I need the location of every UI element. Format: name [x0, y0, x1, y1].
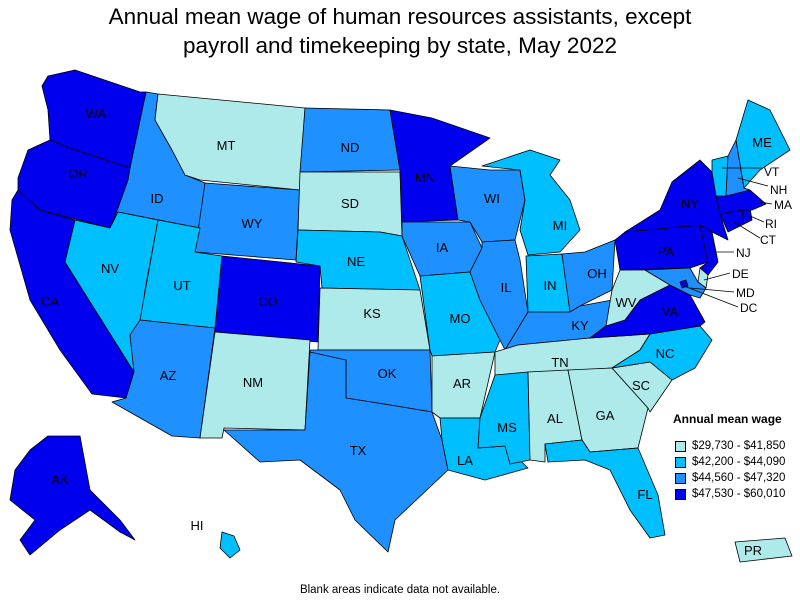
label-ct: CT: [760, 233, 777, 247]
state-hi[interactable]: [219, 531, 241, 559]
md-leader-line: [689, 287, 735, 293]
legend-swatch: [675, 440, 686, 452]
map-title-line-2: payroll and timekeeping by state, May 20…: [182, 33, 617, 58]
legend-label: $29,730 - $41,850: [692, 440, 786, 452]
label-vt: VT: [764, 165, 780, 179]
legend-label: $44,560 - $47,320: [692, 472, 786, 484]
state-tx[interactable]: [223, 351, 449, 553]
legend: Annual mean wage $29,730 - $41,850 $42,2…: [660, 412, 800, 502]
label-nv: NV: [101, 261, 119, 276]
label-az: AZ: [160, 368, 177, 383]
label-ne: NE: [347, 254, 365, 269]
state-il[interactable]: [469, 239, 529, 351]
legend-title: Annual mean wage: [673, 412, 782, 426]
map-title-line-1: Annual mean wage of human resources assi…: [108, 4, 692, 29]
label-de: DE: [732, 267, 749, 281]
legend-item: $29,730 - $41,850: [660, 438, 800, 454]
label-wv: WV: [616, 295, 637, 310]
label-dc: DC: [740, 301, 758, 315]
label-pr: PR: [744, 543, 762, 558]
label-ar: AR: [453, 376, 471, 391]
label-il: IL: [501, 280, 512, 295]
state-dc[interactable]: [679, 279, 689, 289]
label-fl: FL: [637, 487, 652, 502]
label-md: MD: [736, 286, 755, 300]
label-hi: HI: [191, 518, 204, 533]
label-pa: PA: [658, 244, 675, 259]
dc-leader-line: [683, 285, 739, 308]
label-ms: MS: [497, 420, 517, 435]
label-mt: MT: [217, 138, 236, 153]
legend-item: $44,560 - $47,320: [660, 470, 800, 486]
label-ca: CA: [41, 294, 59, 309]
ri-leader-line: [749, 215, 765, 223]
nh-leader-line: [737, 177, 769, 187]
state-me[interactable]: [735, 99, 791, 189]
state-ak[interactable]: [9, 435, 136, 556]
ma-leader-line: [759, 201, 773, 205]
label-ky: KY: [571, 318, 589, 333]
label-ri: RI: [765, 217, 777, 231]
label-nd: ND: [341, 140, 360, 155]
label-ny: NY: [681, 196, 699, 211]
legend-label: $42,200 - $44,090: [692, 456, 786, 468]
state-vt[interactable]: [711, 155, 729, 197]
label-me: ME: [752, 135, 772, 150]
label-ma: MA: [774, 198, 792, 212]
legend-swatch: [675, 456, 686, 468]
state-fl[interactable]: [544, 439, 666, 539]
label-mi: MI: [553, 218, 567, 233]
label-ak: AK: [51, 472, 69, 487]
label-ut: UT: [173, 278, 190, 293]
label-ia: IA: [436, 240, 449, 255]
label-sc: SC: [632, 378, 650, 393]
state-nc[interactable]: [611, 325, 713, 381]
legend-item: $47,530 - $60,010: [660, 486, 800, 502]
label-mo: MO: [450, 311, 471, 326]
state-nm[interactable]: [199, 331, 311, 439]
state-pr[interactable]: [734, 537, 793, 563]
legend-swatch: [675, 472, 686, 484]
label-tn: TN: [551, 355, 568, 370]
label-ok: OK: [378, 366, 397, 381]
state-mi[interactable]: [481, 149, 581, 256]
label-tx: TX: [350, 443, 367, 458]
label-mn: MN: [415, 170, 435, 185]
map-title: Annual mean wage of human resources assi…: [0, 2, 800, 60]
label-nc: NC: [656, 346, 675, 361]
label-nh: NH: [770, 183, 787, 197]
legend-swatch: [675, 488, 686, 500]
de-leader-line: [703, 272, 731, 281]
state-ca[interactable]: [9, 189, 135, 399]
label-oh: OH: [587, 266, 607, 281]
label-in: IN: [544, 278, 557, 293]
label-la: LA: [457, 453, 473, 468]
label-ks: KS: [363, 306, 381, 321]
label-co: CO: [258, 294, 278, 309]
ct-leader-line: [733, 221, 761, 239]
label-va: VA: [662, 304, 679, 319]
label-sd: SD: [341, 196, 359, 211]
label-nm: NM: [243, 375, 263, 390]
label-wi: WI: [484, 191, 500, 206]
label-ga: GA: [596, 408, 615, 423]
legend-label: $47,530 - $60,010: [692, 488, 786, 500]
label-id: ID: [151, 191, 164, 206]
legend-item: $42,200 - $44,090: [660, 454, 800, 470]
label-wy: WY: [242, 216, 263, 231]
label-nj: NJ: [736, 246, 751, 260]
label-or: OR: [68, 166, 88, 181]
label-wa: WA: [86, 106, 107, 121]
footnote: Blank areas indicate data not available.: [299, 584, 501, 596]
label-al: AL: [547, 411, 563, 426]
